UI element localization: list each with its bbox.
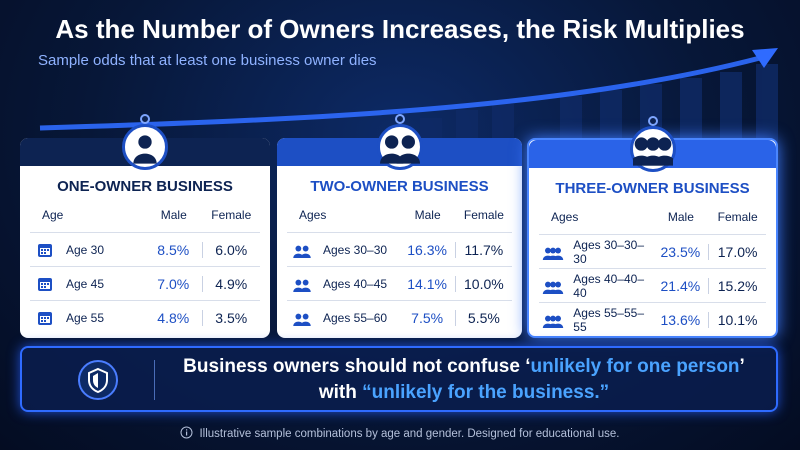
calendar-icon	[38, 277, 52, 291]
info-icon	[180, 426, 193, 439]
age-label: Ages 40–45	[323, 276, 388, 291]
female-value: 15.2%	[717, 277, 758, 294]
age-cell: Ages 55–60	[287, 310, 400, 326]
card: TWO-OWNER BUSINESS Ages Male Female Ages 3…	[277, 114, 522, 338]
male-value: 7.5%	[400, 309, 456, 326]
female-value: 10.0%	[464, 275, 504, 292]
footer: Illustrative sample combinations by age …	[0, 426, 800, 440]
callout-line: with “unlikely for the business.”	[162, 382, 766, 404]
owner-icon	[629, 126, 676, 172]
people-icon	[542, 281, 564, 294]
age-label: Ages 30–30–30	[573, 237, 644, 266]
age-cell: Age 30	[30, 241, 145, 259]
age-cell: Ages 55–55–55	[539, 306, 653, 334]
female-value: 11.7%	[464, 241, 504, 258]
calendar-icon	[38, 311, 52, 325]
male-value: 13.6%	[653, 311, 710, 328]
people-icon	[133, 135, 157, 164]
table-row: Ages 55–60 7.5% 5.5%	[287, 300, 512, 334]
age-label: Ages 30–30	[323, 242, 388, 257]
column-label: Female	[717, 210, 758, 224]
title: As the Number of Owners Increases, the R…	[55, 14, 745, 44]
column-label: Male	[667, 210, 694, 224]
people-icon	[629, 137, 676, 166]
age-cell: Ages 30–30–30	[539, 238, 653, 266]
shield-icon	[78, 360, 118, 400]
column-header: Ages Male Female	[287, 198, 512, 232]
male-value: 16.3%	[400, 241, 456, 258]
table-row: Age 45 7.0% 4.9%	[30, 266, 260, 300]
table-row: Age 55 4.8% 3.5%	[30, 300, 260, 334]
owner-icon	[122, 124, 168, 170]
male-value: 14.1%	[400, 275, 456, 292]
callout: Business owners should not confuse ‘unli…	[20, 346, 778, 412]
pin	[140, 114, 150, 124]
people-icon	[379, 135, 420, 164]
people-icon	[542, 247, 564, 260]
column-label: Ages	[551, 210, 579, 224]
callout-text: ’	[739, 356, 745, 377]
age-label: Age 30	[66, 242, 105, 257]
table-row: Ages 40–40–40 21.4% 15.2%	[539, 268, 766, 302]
callout-highlight: unlikely for one person	[530, 356, 740, 377]
table-row: Ages 40–45 14.1% 10.0%	[287, 266, 512, 300]
age-cell: Ages 40–40–40	[539, 272, 653, 300]
table-row: Ages 30–30 16.3% 11.7%	[287, 232, 512, 266]
male-value: 7.0%	[145, 275, 203, 292]
female-value: 6.0%	[215, 241, 248, 258]
column-label: Ages	[299, 208, 327, 222]
male-value: 4.8%	[145, 309, 203, 326]
column-header: Ages Male Female	[539, 200, 766, 234]
age-cell: Age 55	[30, 309, 145, 327]
column-header: Age Male Female	[30, 198, 260, 232]
male-value: 8.5%	[145, 241, 203, 258]
age-label: Ages 40–40–40	[573, 271, 644, 300]
card: THREE-OWNER BUSINESS Ages Male Female Ages…	[527, 116, 778, 338]
male-value: 23.5%	[653, 243, 710, 260]
card-title: THREE-OWNER BUSINESS	[555, 180, 750, 197]
age-label: Age 45	[66, 276, 105, 291]
table-row: Ages 55–55–55 13.6% 10.1%	[539, 302, 766, 336]
calendar-icon	[38, 243, 52, 257]
female-value: 3.5%	[215, 309, 248, 326]
pin	[394, 114, 405, 124]
column-label: Female	[211, 208, 252, 222]
age-cell: Age 45	[30, 275, 145, 293]
table-row: Ages 30–30–30 23.5% 17.0%	[539, 234, 766, 268]
table-row: Age 30 8.5% 6.0%	[30, 232, 260, 266]
female-value: 10.1%	[717, 311, 758, 328]
column-label: Male	[160, 208, 187, 222]
people-icon	[542, 315, 564, 328]
age-cell: Ages 30–30	[287, 242, 400, 258]
age-cell: Ages 40–45	[287, 276, 400, 292]
card-title: ONE-OWNER BUSINESS	[57, 178, 233, 195]
people-icon	[293, 313, 311, 326]
column-label: Female	[463, 208, 504, 222]
subtitle: Sample odds that at least one business o…	[38, 52, 377, 69]
callout-highlight: “unlikely for the business.”	[362, 382, 610, 403]
callout-text: with	[318, 382, 363, 403]
age-label: Ages 55–60	[323, 310, 388, 325]
female-value: 17.0%	[717, 243, 758, 260]
people-icon	[293, 279, 311, 292]
card-title: TWO-OWNER BUSINESS	[310, 178, 489, 195]
pin	[647, 116, 658, 126]
female-value: 4.9%	[215, 275, 248, 292]
owner-icon	[376, 124, 423, 170]
male-value: 21.4%	[653, 277, 710, 294]
divider	[154, 360, 155, 400]
people-icon	[293, 245, 311, 258]
callout-line: Business owners should not confuse ‘unli…	[162, 356, 766, 378]
age-label: Age 55	[66, 310, 105, 325]
age-label: Ages 55–55–55	[573, 305, 644, 334]
column-label: Male	[414, 208, 441, 222]
female-value: 5.5%	[467, 309, 500, 326]
card: ONE-OWNER BUSINESS Age Male Female Age 30 …	[20, 114, 270, 338]
column-label: Age	[42, 208, 64, 222]
footer-text: Illustrative sample combinations by age …	[199, 428, 620, 440]
callout-text: Business owners should not confuse ‘	[183, 356, 531, 377]
